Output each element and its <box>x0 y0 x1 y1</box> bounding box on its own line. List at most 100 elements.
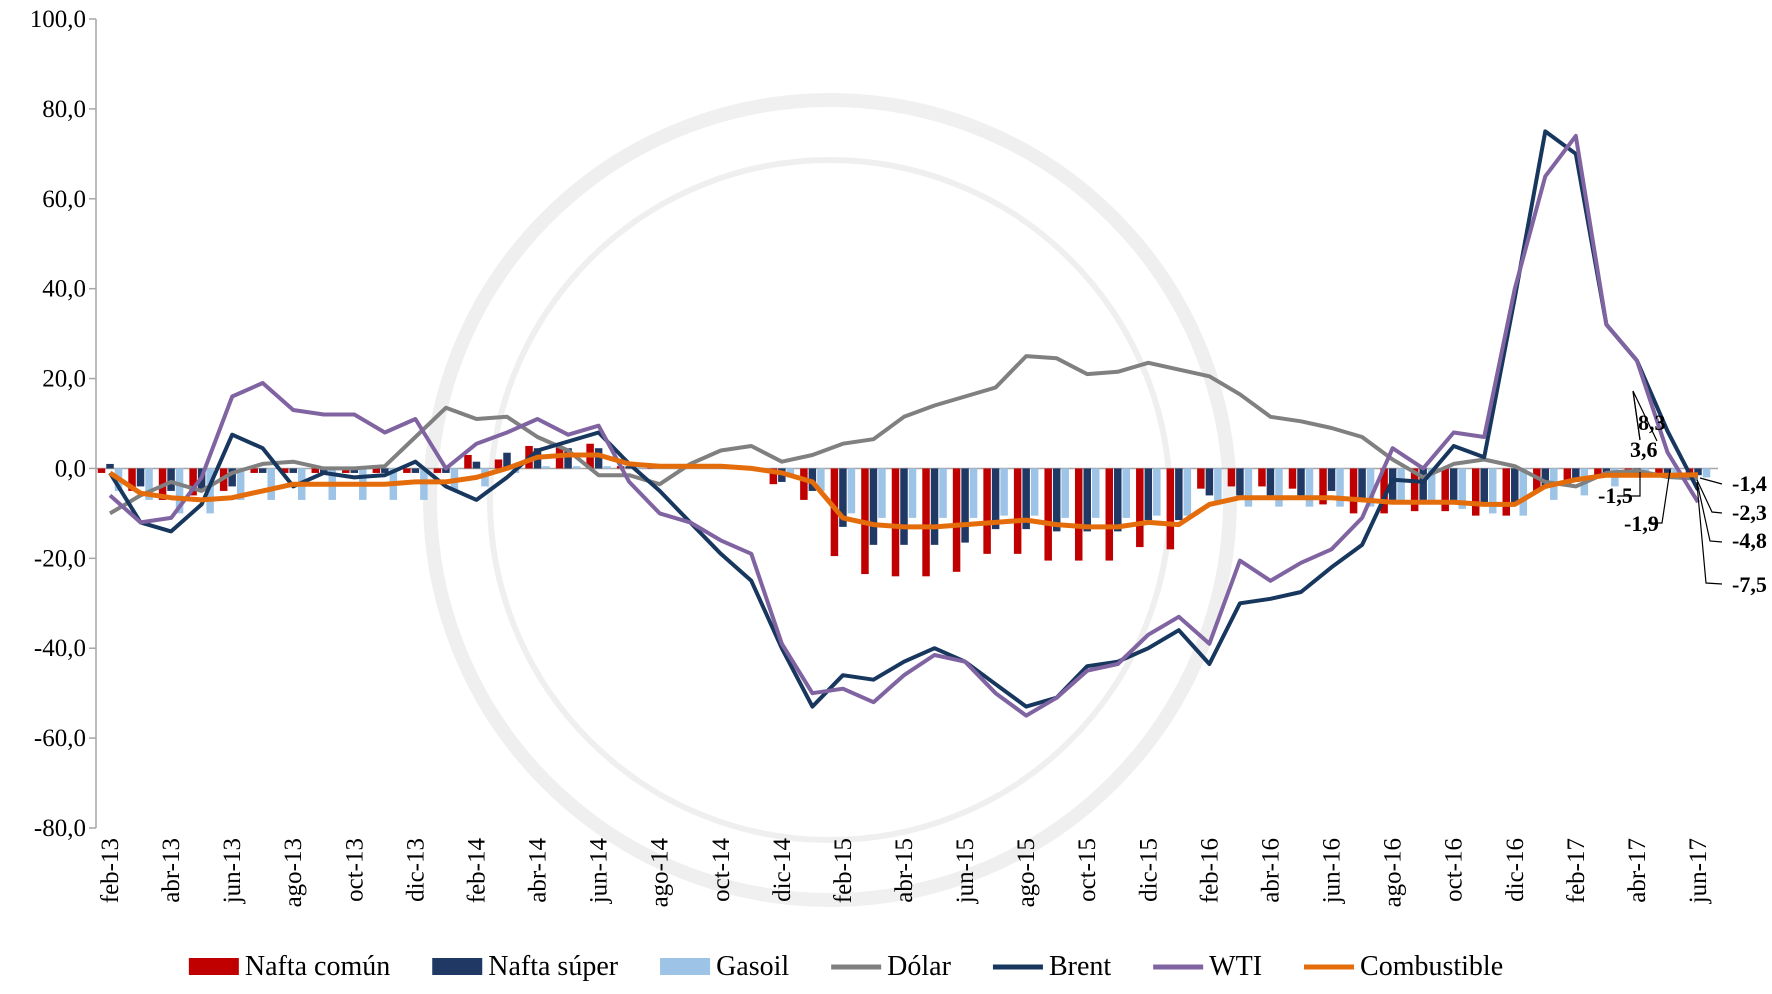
bar <box>1336 468 1344 507</box>
bar <box>106 463 114 469</box>
bar <box>930 468 939 545</box>
bar <box>900 468 908 545</box>
bar <box>250 468 258 473</box>
y-tick-label: 0,0 <box>55 455 86 482</box>
x-tick-label: jun-15 <box>952 838 979 904</box>
legend: Nafta común Nafta súper Gasoil Dólar Brent WT… <box>188 951 1503 982</box>
bar <box>1427 468 1436 505</box>
bar <box>1449 468 1458 500</box>
bar <box>1061 468 1069 518</box>
x-tick-label: jun-17 <box>1685 838 1712 904</box>
bar <box>1030 468 1039 516</box>
bar <box>289 468 297 473</box>
y-tick-label: 80,0 <box>42 96 86 123</box>
bar <box>403 468 411 473</box>
bar <box>464 454 472 469</box>
bar <box>228 468 236 487</box>
bar <box>136 468 145 487</box>
bar <box>1205 468 1214 496</box>
bar <box>1419 468 1427 500</box>
bar <box>1397 468 1405 505</box>
annotation: -7,5 <box>1732 572 1767 597</box>
legend-label: WTI <box>1209 951 1262 982</box>
bar <box>800 468 808 500</box>
x-tick-label: oct-14 <box>708 838 735 902</box>
annotation: -4,8 <box>1732 528 1767 553</box>
bar <box>769 468 778 485</box>
y-tick-label: 60,0 <box>42 186 86 213</box>
bar <box>1227 468 1236 487</box>
annotation: -2,3 <box>1732 500 1767 525</box>
x-tick-label: ago-16 <box>1380 838 1407 907</box>
bar <box>1519 468 1528 516</box>
bar <box>1044 468 1052 561</box>
bar <box>1236 468 1244 496</box>
bar <box>1488 468 1497 514</box>
bar <box>1091 468 1100 518</box>
x-tick-label: oct-13 <box>341 838 368 902</box>
legend-swatch <box>188 958 239 975</box>
legend-label: Dólar <box>887 951 951 982</box>
annotation: -1,5 <box>1598 483 1633 508</box>
x-tick-label: feb-14 <box>463 838 490 904</box>
bar <box>830 468 839 557</box>
legend-swatch <box>432 958 483 975</box>
y-tick-label: -80,0 <box>34 815 86 842</box>
bar <box>952 468 961 572</box>
x-tick-label: abr-17 <box>1624 838 1651 903</box>
bar <box>1305 468 1314 507</box>
bar <box>891 468 900 577</box>
bar <box>1655 468 1663 476</box>
bar <box>1297 468 1305 496</box>
bar <box>1022 468 1030 530</box>
legend-label: Gasoil <box>716 951 789 982</box>
legend-swatch <box>660 958 711 975</box>
bar <box>961 468 969 543</box>
annotation-leader <box>1617 472 1641 497</box>
y-tick-label: 40,0 <box>42 276 86 303</box>
bar <box>97 468 106 473</box>
bar <box>1000 468 1008 516</box>
bar <box>320 468 328 473</box>
x-tick-label: oct-16 <box>1441 838 1468 902</box>
legend-label: Nafta súper <box>488 951 619 982</box>
bar <box>1319 468 1327 505</box>
x-tick-label: jun-13 <box>219 838 246 904</box>
bar <box>1258 468 1266 487</box>
annotation-leader <box>1699 477 1723 485</box>
y-tick-label: 20,0 <box>42 366 86 393</box>
y-tick-label: 100,0 <box>30 6 86 33</box>
bar <box>1083 468 1091 532</box>
bar <box>1511 468 1519 505</box>
line <box>108 129 1700 709</box>
bar <box>922 468 930 577</box>
bar <box>1471 468 1480 516</box>
y-tick-label: -40,0 <box>34 635 86 662</box>
x-tick-label: dic-14 <box>769 838 796 902</box>
bar <box>372 468 381 473</box>
bar <box>991 468 1000 530</box>
bar <box>1288 468 1297 489</box>
x-tick-label: feb-15 <box>830 838 857 903</box>
bar <box>503 452 511 469</box>
bar <box>1183 468 1192 516</box>
x-tick-label: abr-16 <box>1257 838 1284 903</box>
bar <box>472 461 481 469</box>
bar <box>869 468 878 545</box>
legend-label: Combustible <box>1360 951 1503 982</box>
bar <box>1663 468 1672 476</box>
bar <box>1702 468 1711 478</box>
bar <box>411 468 420 473</box>
bar <box>381 468 389 473</box>
bar <box>1275 468 1283 507</box>
bar <box>1244 468 1253 507</box>
line <box>108 133 1700 718</box>
bar <box>817 468 825 491</box>
bar <box>1563 468 1572 487</box>
bar <box>983 468 991 554</box>
bar <box>1166 468 1175 550</box>
annotation: 8,3 <box>1638 410 1666 435</box>
x-tick-label: jun-14 <box>586 838 613 905</box>
